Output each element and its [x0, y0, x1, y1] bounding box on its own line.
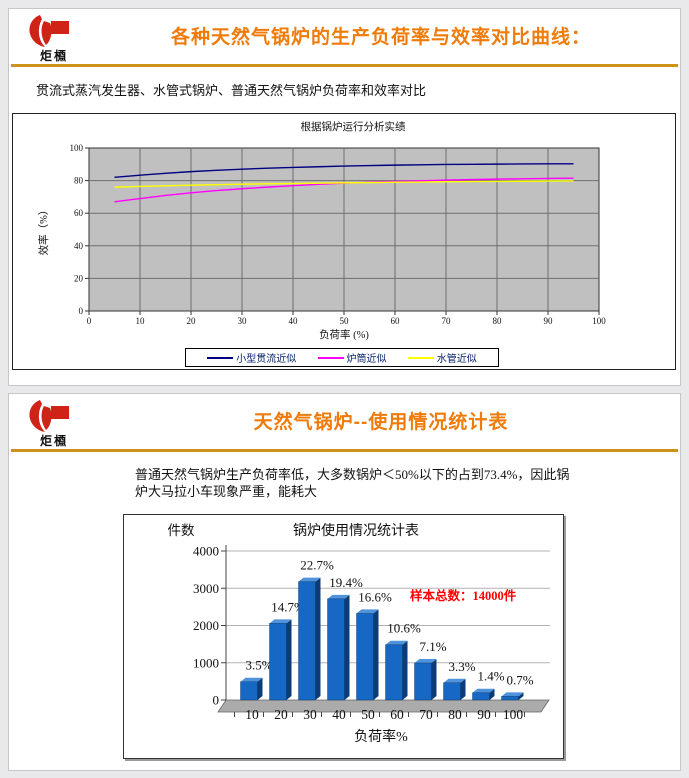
bar-percent-label: 14.7% [271, 599, 305, 614]
header-rule [11, 64, 678, 67]
bar-percent-label: 10.6% [387, 621, 421, 636]
svg-text:50: 50 [340, 316, 350, 326]
bar [327, 594, 350, 701]
slide2-title: 天然气锅炉--使用情况统计表 [253, 412, 509, 433]
slide-2: 炬槱 天然气锅炉--使用情况统计表 普通天然气锅炉生产负荷率低，大多数锅炉＜50… [8, 393, 681, 771]
flame-logo-icon [29, 15, 69, 47]
legend-label: 炉筒近似 [346, 354, 387, 365]
legend-label: 水管近似 [436, 354, 477, 365]
bar-percent-label: 22.7% [300, 558, 334, 573]
bar [356, 609, 379, 701]
svg-text:件数: 件数 [168, 523, 195, 538]
svg-text:20: 20 [74, 273, 84, 283]
svg-text:0: 0 [213, 693, 220, 708]
svg-text:90: 90 [544, 316, 554, 326]
bar-percent-label: 1.4% [477, 669, 504, 684]
x-category-label: 100 [503, 707, 524, 722]
x-category-label: 10 [245, 707, 259, 722]
svg-text:效率（%）: 效率（%） [37, 205, 50, 256]
svg-text:30: 30 [238, 316, 248, 326]
x-category-label: 20 [274, 707, 288, 722]
bar-percent-label: 3.5% [245, 658, 272, 673]
bar-chart: 锅炉使用情况统计表 件数 0 1000 2000 3000 4000 3.5% 10 14.7% 2… [123, 514, 564, 759]
x-category-label: 60 [390, 707, 404, 722]
x-category-label: 50 [361, 707, 375, 722]
x-category-label: 40 [332, 707, 346, 722]
gridlines [89, 148, 599, 311]
svg-text:40: 40 [74, 241, 84, 251]
svg-text:根据锅炉运行分析实绩: 根据锅炉运行分析实绩 [301, 120, 406, 133]
svg-text:80: 80 [493, 316, 503, 326]
svg-text:60: 60 [391, 316, 401, 326]
slide2-body-text: 普通天然气锅炉生产负荷率低，大多数锅炉＜50%以下的占到73.4%，因此锅炉大马… [135, 467, 570, 499]
axis-ticks [85, 147, 600, 315]
svg-text:20: 20 [187, 316, 197, 326]
bar [414, 658, 437, 701]
legend-item: 小型贯流近似 [207, 350, 296, 365]
header-rule [11, 449, 678, 452]
slide-1: 炬槱 各种天然气锅炉的生产负荷率与效率对比曲线： 贯流式蒸汽发生器、水管式锅炉、… [8, 8, 681, 386]
line-chart-legend: 小型贯流近似 炉筒近似 水管近似 [185, 348, 499, 367]
svg-text:60: 60 [74, 208, 84, 218]
svg-text:锅炉使用情况统计表: 锅炉使用情况统计表 [293, 522, 419, 539]
line-series [114, 180, 574, 188]
logo-text: 炬槱 [39, 434, 68, 448]
bar-percent-label: 0.7% [506, 672, 533, 687]
x-category-label: 30 [303, 707, 317, 722]
bar [298, 577, 321, 701]
svg-text:0: 0 [79, 306, 84, 316]
svg-text:80: 80 [74, 176, 84, 186]
x-category-label: 90 [477, 707, 491, 722]
x-category-label: 70 [419, 707, 433, 722]
sample-total-annotation: 样本总数：14000件 [410, 588, 517, 603]
svg-text:负荷率%: 负荷率% [354, 728, 408, 745]
svg-text:1000: 1000 [193, 655, 219, 670]
legend-item: 炉筒近似 [317, 350, 387, 365]
bar [269, 619, 292, 701]
bar-percent-label: 3.3% [448, 659, 475, 674]
line-chart-svg: 根据锅炉运行分析实绩 0 20 40 60 80 100 0 10 20 30 40 50 60 70 80 9… [37, 120, 606, 341]
slide1-title: 各种天然气锅炉的生产负荷率与效率对比曲线： [170, 27, 591, 48]
bar [240, 677, 263, 701]
axis-ticks [221, 550, 525, 717]
flame-logo-icon [29, 400, 69, 432]
svg-text:2000: 2000 [193, 618, 219, 633]
bar [472, 688, 495, 701]
legend-item: 水管近似 [407, 350, 477, 365]
svg-text:100: 100 [592, 316, 606, 326]
svg-text:70: 70 [442, 316, 452, 326]
legend-label: 小型贯流近似 [236, 354, 297, 365]
slide1-subtitle: 贯流式蒸汽发生器、水管式锅炉、普通天然气锅炉负荷率和效率对比 [36, 83, 427, 98]
svg-text:10: 10 [136, 316, 146, 326]
legend-line-swatch-navy [207, 356, 234, 359]
floor [217, 699, 550, 713]
svg-text:负荷率 (%): 负荷率 (%) [319, 328, 369, 341]
company-logo: 炬槱 [25, 399, 83, 449]
bar [501, 692, 524, 701]
bar-percent-label: 19.4% [329, 575, 363, 590]
line-series [114, 163, 574, 179]
x-category-label: 80 [448, 707, 462, 722]
logo-text: 炬槱 [39, 49, 68, 63]
line-chart: 根据锅炉运行分析实绩 0 20 40 60 80 100 0 10 20 30 40 50 60 70 80 9… [12, 113, 676, 370]
bar [443, 678, 466, 701]
svg-text:100: 100 [70, 143, 84, 153]
svg-text:0: 0 [87, 316, 92, 326]
bar-chart-svg: 锅炉使用情况统计表 件数 0 1000 2000 3000 4000 3.5% 10 14.7% 2… [168, 522, 550, 745]
company-logo: 炬槱 [25, 14, 83, 64]
legend-line-swatch-magenta [317, 356, 344, 359]
bar-percent-label: 7.1% [419, 639, 446, 654]
bar-percent-label: 16.6% [358, 589, 392, 604]
legend-line-swatch-yellow [407, 356, 434, 359]
svg-text:3000: 3000 [193, 581, 219, 596]
svg-text:4000: 4000 [193, 544, 219, 559]
bar [385, 640, 408, 701]
svg-text:40: 40 [289, 316, 299, 326]
